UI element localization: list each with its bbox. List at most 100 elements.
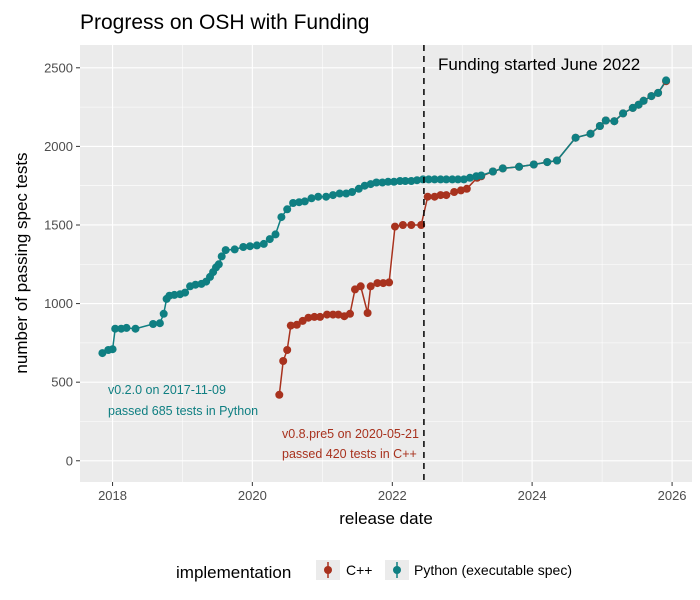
data-point-cpp	[398, 221, 407, 229]
y-tick-label: 2000	[44, 139, 73, 154]
data-point-cpp	[292, 320, 301, 329]
legend-label-python: Python (executable spec)	[414, 562, 572, 578]
y-axis-title: number of passing spec tests	[12, 152, 31, 373]
data-point-python	[246, 242, 254, 251]
data-point-cpp	[334, 310, 343, 319]
data-point-cpp	[346, 309, 354, 318]
legend-python-point	[393, 566, 401, 574]
data-point-cpp	[436, 191, 445, 200]
data-point-python	[348, 188, 357, 196]
data-point-python	[430, 175, 439, 184]
data-point-cpp	[323, 310, 331, 319]
data-point-python	[459, 175, 468, 184]
data-point-cpp	[423, 192, 432, 201]
grid-minor	[80, 45, 692, 482]
annotations: v0.2.0 on 2017-11-09 passed 685 tests in…	[108, 383, 419, 461]
x-tick-label: 2020	[238, 488, 267, 503]
data-point-python	[401, 177, 410, 185]
data-point-python	[239, 243, 248, 251]
python-annotation-line1: v0.2.0 on 2017-11-09	[108, 383, 226, 397]
y-tick-label: 1500	[44, 217, 73, 232]
data-point-python	[586, 129, 595, 138]
legend-key-python	[385, 560, 409, 580]
data-point-cpp	[442, 191, 451, 200]
x-axis: 2018 2020 2022 2024 2026	[98, 482, 687, 503]
data-point-cpp	[356, 282, 365, 291]
data-point-cpp	[310, 312, 319, 321]
legend-label-cpp: C++	[346, 562, 372, 578]
data-point-cpp	[366, 282, 375, 291]
y-tick-label: 1000	[44, 296, 73, 311]
data-point-python	[230, 245, 239, 254]
data-point-python	[601, 116, 610, 125]
plot-panel	[80, 45, 692, 482]
data-point-cpp	[363, 309, 372, 317]
data-point-cpp	[379, 279, 388, 288]
data-point-cpp	[286, 321, 295, 330]
data-point-python	[214, 260, 223, 269]
python-annotation-line2: passed 685 tests in Python	[108, 404, 258, 418]
data-point-python	[329, 191, 337, 200]
data-point-python	[300, 197, 309, 206]
data-point-python	[283, 205, 292, 214]
data-point-cpp	[373, 279, 382, 288]
data-point-python	[354, 184, 363, 193]
data-point-python	[465, 173, 474, 182]
data-point-python	[98, 349, 107, 358]
data-point-python	[221, 246, 230, 255]
data-point-python	[662, 76, 671, 85]
cpp-annotation-line1: v0.8.pre5 on 2020-05-21	[282, 427, 419, 441]
data-point-python	[259, 239, 268, 248]
data-point-python	[515, 162, 524, 171]
data-point-python	[654, 88, 663, 97]
data-point-cpp	[385, 278, 394, 287]
data-point-python	[442, 175, 451, 184]
legend-cpp-point	[324, 566, 332, 574]
grid-major	[80, 45, 692, 482]
legend-key-cpp	[316, 560, 340, 580]
data-point-python	[217, 252, 226, 261]
data-point-python	[529, 160, 538, 169]
data-point-python	[372, 178, 381, 187]
data-point-python	[155, 319, 164, 328]
data-point-python	[595, 122, 604, 130]
series-layer	[98, 76, 671, 399]
data-point-cpp	[304, 313, 313, 322]
data-point-python	[181, 288, 190, 297]
data-point-python	[360, 181, 369, 190]
funding-annotation: Funding started June 2022	[438, 55, 640, 74]
data-point-python	[384, 177, 393, 186]
data-point-cpp	[279, 357, 288, 365]
data-point-python	[413, 176, 421, 185]
data-point-python	[108, 345, 117, 354]
legend-title: implementation	[176, 563, 291, 582]
cpp-annotation-line2: passed 420 tests in C++	[282, 447, 417, 461]
x-axis-title: release date	[339, 509, 433, 528]
y-tick-label: 0	[66, 453, 73, 468]
data-point-cpp	[462, 184, 471, 193]
y-tick-label: 2500	[44, 60, 73, 75]
chart-title: Progress on OSH with Funding	[80, 11, 369, 34]
data-point-python	[647, 92, 656, 101]
data-point-python	[322, 192, 331, 201]
data-point-python	[553, 156, 561, 165]
data-point-python	[610, 117, 619, 126]
data-point-python	[571, 133, 580, 142]
y-axis: 0 500 1000 1500 2000 2500	[44, 60, 80, 468]
data-point-python	[277, 213, 286, 222]
data-point-python	[639, 96, 648, 105]
data-point-cpp	[391, 222, 399, 231]
data-point-cpp	[450, 188, 459, 196]
data-point-python	[159, 309, 168, 318]
y-tick-label: 500	[51, 375, 73, 390]
data-point-python	[149, 320, 158, 328]
data-point-python	[289, 199, 298, 207]
data-point-python	[111, 324, 120, 333]
data-point-cpp	[283, 346, 292, 354]
data-point-python	[424, 175, 433, 184]
data-point-python	[488, 167, 497, 176]
x-tick-label: 2026	[658, 488, 687, 503]
data-point-python	[543, 158, 552, 167]
data-point-python	[419, 175, 427, 184]
